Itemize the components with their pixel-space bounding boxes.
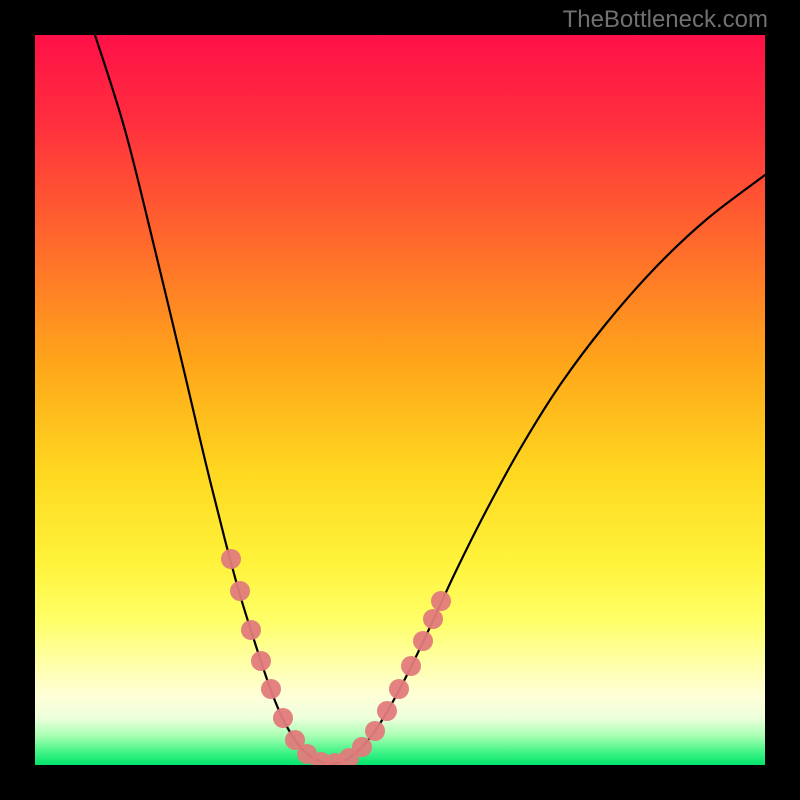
data-point: [251, 651, 271, 671]
data-point: [352, 737, 372, 757]
data-point: [261, 679, 281, 699]
data-point: [389, 679, 409, 699]
data-point: [401, 656, 421, 676]
data-point: [377, 701, 397, 721]
data-point: [273, 708, 293, 728]
chart-svg: [35, 35, 765, 765]
data-point: [221, 549, 241, 569]
data-point: [241, 620, 261, 640]
data-point: [365, 721, 385, 741]
gradient-background: [35, 35, 765, 765]
data-point: [413, 631, 433, 651]
data-point: [230, 581, 250, 601]
data-point: [431, 591, 451, 611]
chart-frame: TheBottleneck.com: [0, 0, 800, 800]
plot-area: [35, 35, 765, 765]
data-point: [423, 609, 443, 629]
watermark-text: TheBottleneck.com: [563, 6, 768, 34]
